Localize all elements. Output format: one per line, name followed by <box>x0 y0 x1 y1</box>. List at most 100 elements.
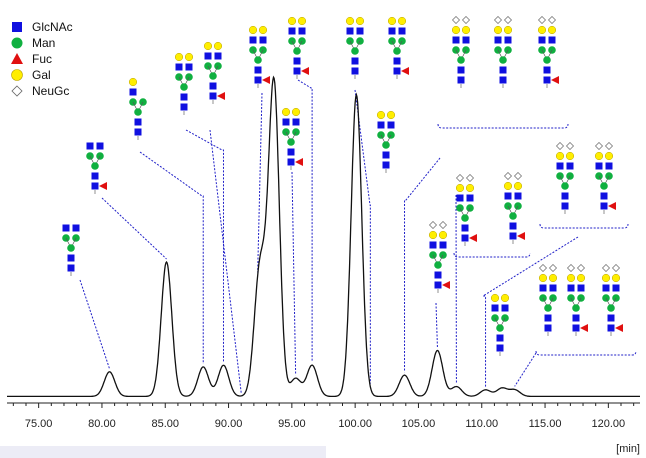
glcnac-icon <box>600 202 608 210</box>
gal-icon <box>455 183 465 193</box>
man-icon <box>561 182 569 190</box>
fuc-icon <box>301 67 309 75</box>
blue-square-icon <box>12 22 22 32</box>
gal-icon <box>565 151 575 161</box>
man-icon <box>91 162 99 170</box>
glcnac-icon <box>293 67 301 75</box>
glcnac-icon <box>543 66 551 74</box>
group-bracket <box>539 223 629 229</box>
neugc-icon <box>612 264 620 272</box>
neugc-icon <box>549 264 557 272</box>
glcnac-icon <box>346 27 354 35</box>
glcnac-icon <box>377 121 385 129</box>
glcnac-icon <box>134 118 142 126</box>
neugc-icon <box>566 142 574 150</box>
neugc-icon <box>452 16 460 24</box>
white-diamond-icon <box>11 85 23 97</box>
fuc-icon <box>608 202 616 210</box>
gal-icon <box>355 16 365 26</box>
glcnac-icon <box>504 36 512 44</box>
fuc-icon <box>517 232 525 240</box>
gal-icon <box>503 181 513 191</box>
neugc-icon <box>514 172 522 180</box>
gal-icon <box>451 25 461 35</box>
glcnac-icon <box>287 158 295 166</box>
glcnac-icon <box>298 27 306 35</box>
man-icon <box>544 304 552 312</box>
neugc-icon <box>567 264 575 272</box>
glcnac-icon <box>561 192 569 200</box>
glcnac-icon <box>439 241 447 249</box>
glcnac-icon <box>287 148 295 156</box>
leader-lines <box>79 79 637 393</box>
x-tick-label: 105.00 <box>402 418 436 430</box>
gal-icon <box>258 25 268 35</box>
glcnac-icon <box>461 234 469 242</box>
legend-label: Man <box>32 36 55 50</box>
gal-icon <box>503 25 513 35</box>
man-icon <box>293 47 301 55</box>
glcnac-icon <box>496 344 504 352</box>
glcnac-icon <box>566 162 574 170</box>
leader-line <box>257 92 263 273</box>
glcnac-icon <box>356 27 364 35</box>
glcnac-icon <box>259 36 267 44</box>
man-icon <box>499 56 507 64</box>
glcnac-icon <box>393 67 401 75</box>
gal-icon <box>345 16 355 26</box>
glcnac-icon <box>282 118 290 126</box>
glcnac-icon <box>461 224 469 232</box>
glcnac-icon <box>292 118 300 126</box>
neugc-icon <box>556 142 564 150</box>
gal-icon <box>601 273 611 283</box>
yellow-circle-icon <box>11 69 23 81</box>
fuc-icon <box>99 182 107 190</box>
group-bracket <box>535 350 637 356</box>
man-icon <box>572 304 580 312</box>
man-icon <box>393 47 401 55</box>
glcnac-icon <box>504 192 512 200</box>
glcnac-icon <box>204 52 212 60</box>
gal-icon <box>297 16 307 26</box>
glcnac-icon <box>466 194 474 202</box>
fuc-icon <box>442 281 450 289</box>
glcnac-icon <box>561 202 569 210</box>
fuc-icon <box>469 234 477 242</box>
glcnac-icon <box>600 192 608 200</box>
gal-icon <box>576 273 586 283</box>
glcnac-icon <box>607 314 615 322</box>
glcnac-icon <box>539 284 547 292</box>
neugc-icon <box>577 264 585 272</box>
neugc-icon <box>456 174 464 182</box>
neugc-icon <box>429 221 437 229</box>
x-tick-label: 120.00 <box>592 418 626 430</box>
x-tick-label: 80.00 <box>88 418 116 430</box>
glcnac-icon <box>398 27 406 35</box>
glcnac-icon <box>86 142 94 150</box>
neugc-icon <box>605 142 613 150</box>
fuc-icon <box>295 158 303 166</box>
glcnac-icon <box>452 36 460 44</box>
gal-icon <box>438 230 448 240</box>
leader-line <box>209 129 242 393</box>
gal-icon <box>386 110 396 120</box>
glcnac-icon <box>129 88 137 96</box>
glcnac-icon <box>457 66 465 74</box>
gal-icon <box>281 107 291 117</box>
glcnac-icon <box>499 76 507 84</box>
gal-icon <box>513 181 523 191</box>
glcnac-icon <box>134 128 142 136</box>
gal-icon <box>291 107 301 117</box>
gal-icon <box>397 16 407 26</box>
leader-line <box>185 129 224 363</box>
leader-line <box>297 79 313 363</box>
neugc-icon <box>548 16 556 24</box>
gal-icon <box>203 41 213 51</box>
glcnac-icon <box>382 161 390 169</box>
glcnac-icon <box>509 232 517 240</box>
glcnac-icon <box>462 36 470 44</box>
man-icon <box>382 141 390 149</box>
man-icon <box>461 214 469 222</box>
glcnac-icon <box>538 36 546 44</box>
glcnac-icon <box>96 142 104 150</box>
